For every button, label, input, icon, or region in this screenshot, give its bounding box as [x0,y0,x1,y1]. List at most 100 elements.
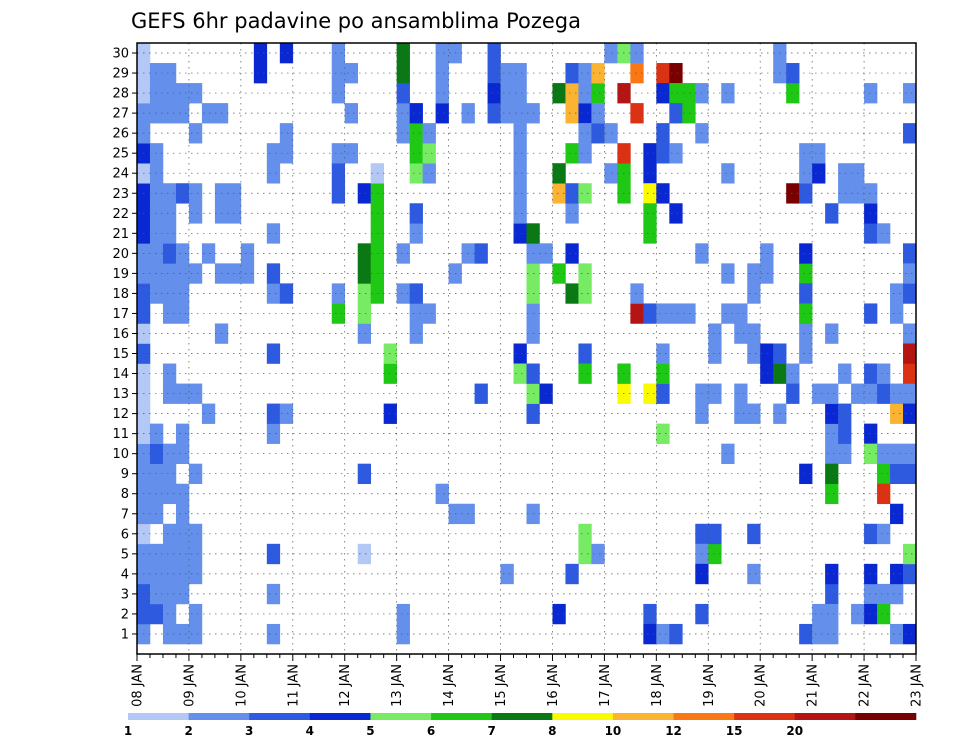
precip-cell [578,63,592,84]
precip-cell [188,383,203,404]
precip-cell [344,103,359,124]
precip-cell [435,483,449,505]
y-tick-label: 13 [112,387,129,402]
precip-cell [266,343,281,364]
precip-cell [396,603,410,625]
precip-cell [513,123,527,144]
precip-cell [474,243,488,264]
precip-cell [864,203,878,224]
precip-cell [799,183,813,204]
precip-cell [890,563,904,585]
precip-cell [708,383,722,404]
precip-cell [825,603,839,625]
precip-cell [513,63,527,84]
precip-cell [188,463,203,485]
precip-cell [188,543,203,565]
precip-cell [331,83,346,104]
colorbar-label: 7 [488,724,496,738]
precip-cell [799,623,813,645]
precip-cell [552,603,566,625]
x-tick-label: 08 JAN [131,664,146,707]
precip-cell [903,443,917,464]
colorbar-label: 10 [605,724,622,738]
precip-cell [734,323,748,344]
precip-cell [747,523,761,545]
precip-cell [669,303,683,324]
precip-cell [149,243,164,264]
precip-cell [162,363,177,384]
precip-cell [565,563,579,585]
colorbar-swatch [491,713,553,720]
precip-cell [149,163,164,184]
precip-cell [149,443,164,464]
precip-cell [487,103,501,124]
precip-cell [825,423,839,444]
y-tick-label: 3 [121,587,129,602]
precip-cell [565,143,579,164]
precip-cell [565,83,579,104]
precip-cell [747,323,761,344]
precip-cell [396,43,410,64]
precip-cell [266,543,281,565]
precip-cell [708,543,722,565]
precip-cell [903,263,917,284]
precip-cell [149,63,164,84]
precip-cell [422,123,436,144]
precip-cell [630,103,644,124]
precip-cell [578,183,592,204]
precip-cell [799,283,813,304]
precip-cell [812,143,826,164]
precip-cell [175,103,190,124]
precip-cell [149,463,164,485]
precip-cell [786,63,800,84]
precip-cell [409,163,423,184]
precip-cell [149,483,164,505]
precip-cell [396,63,410,84]
precip-cell [266,283,281,304]
x-tick-label: 22 JAN [858,664,873,707]
y-tick-label: 11 [112,427,129,442]
x-tick-label: 14 JAN [442,664,457,707]
colorbar-swatch [794,713,856,720]
precip-cell [188,623,203,645]
y-tick-label: 14 [112,367,129,382]
precip-cell [786,383,800,404]
precip-cell [825,563,839,585]
precip-cell [162,283,177,304]
precip-cell [266,263,281,284]
colorbar-label: 15 [726,724,743,738]
precip-cell [656,363,670,384]
precip-cell [513,363,527,384]
precip-cell [669,623,683,645]
precip-cell [669,63,683,84]
precip-cell [799,343,813,364]
precip-cell [630,283,644,304]
x-tick-label: 18 JAN [650,664,665,707]
precip-cell [656,423,670,444]
precip-cell [357,263,371,284]
precip-cell [396,123,410,144]
precip-cell [513,183,527,204]
y-tick-label: 17 [112,307,129,322]
precip-cell [552,83,566,104]
precip-cell [396,103,410,124]
x-tick-label: 12 JAN [338,664,353,707]
precip-cell [760,243,774,264]
colorbar-swatch [431,713,492,720]
precip-cell [175,483,190,505]
precip-cell [643,203,657,224]
precip-cell [630,43,644,64]
precip-cell [838,443,852,464]
precip-cell [578,123,592,144]
y-tick-label: 24 [112,167,129,182]
precip-cell [162,443,177,464]
x-tick-label: 23 JAN [910,664,925,707]
precip-cell [747,343,761,364]
precip-cell [656,383,670,404]
precip-cell [565,283,579,304]
precip-cell [578,363,592,384]
precip-cell [890,503,904,525]
precip-cell [643,183,657,204]
precip-cell [799,243,813,264]
